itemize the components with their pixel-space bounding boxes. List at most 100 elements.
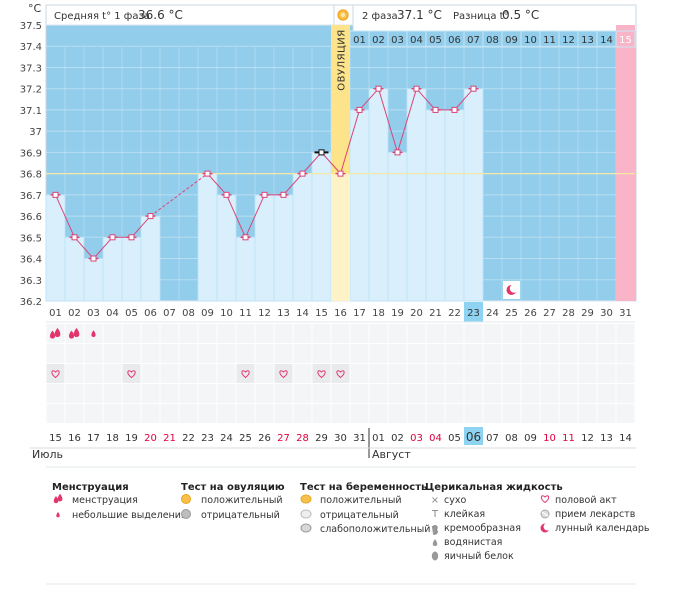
- phase-day-highlight: [616, 31, 635, 47]
- temperature-segment-missing: [150, 173, 208, 217]
- symbol-cell: [122, 404, 141, 423]
- temperature-point: [299, 170, 306, 177]
- symbol-cell: [464, 344, 483, 363]
- pregnancy-weak-icon: [300, 523, 312, 533]
- phase1-label: Средняя t° 1 фаза: [54, 11, 150, 22]
- month-label-july: Июль: [32, 448, 63, 461]
- y-axis: 36.2 36.3 36.4 36.5 36.6 36.7 36.8 36.9 37 37.1 37…: [20, 21, 42, 308]
- cycle-day-label: 24: [486, 308, 499, 319]
- symbol-cell: [445, 344, 464, 363]
- phase-day-label: 10: [524, 35, 537, 46]
- symbol-cell: [84, 404, 103, 423]
- cycle-day-label: 07: [163, 308, 176, 319]
- symbol-cell: [255, 384, 274, 403]
- symbol-cell-active: [331, 364, 350, 383]
- menstruation-icon: [73, 328, 80, 337]
- temperature-segment: [207, 173, 227, 196]
- symbol-cell: [331, 324, 350, 343]
- symbol-cell: [198, 404, 217, 423]
- symbol-cell: [559, 404, 578, 423]
- phase-day-label: 05: [429, 35, 442, 46]
- symbol-cell: [426, 364, 445, 383]
- phase-day-label: 13: [581, 35, 594, 46]
- temperature-segment: [245, 194, 265, 238]
- symbol-cell: [65, 364, 84, 383]
- legend-item-egg-white: яичный белок: [444, 551, 514, 562]
- date-label: 18: [106, 433, 119, 444]
- symbol-cell: [559, 384, 578, 403]
- symbol-cell: [464, 364, 483, 383]
- legend-item-lunar: лунный календарь: [555, 523, 650, 534]
- date-label: 21: [163, 433, 176, 444]
- temperature-bar: [235, 236, 256, 302]
- temperature-segment: [74, 236, 94, 259]
- symbol-cell: [578, 344, 597, 363]
- y-tick-label: 36.2: [20, 297, 42, 308]
- menstruation-icon: [57, 493, 63, 502]
- symbol-cell-active: [46, 364, 65, 383]
- date-label: 20: [144, 433, 157, 444]
- y-tick-label: 36.5: [20, 233, 42, 244]
- symbol-cell: [407, 344, 426, 363]
- symbol-cell: [407, 384, 426, 403]
- phase-day-label: 11: [543, 35, 556, 46]
- temperature-bars: [45, 88, 484, 302]
- phase-day-label: 03: [391, 35, 404, 46]
- symbol-cell: [274, 384, 293, 403]
- moon-icon-cut: [543, 523, 551, 531]
- temperature-point: [375, 85, 382, 92]
- temperature-bar: [463, 88, 484, 302]
- phase-day-label: 15: [619, 35, 632, 46]
- symbol-cell: [388, 344, 407, 363]
- symbol-cell: [464, 384, 483, 403]
- temperature-point: [432, 106, 439, 113]
- heart-icon: [336, 370, 345, 379]
- symbol-cell: [502, 404, 521, 423]
- menstruation-icon: [49, 330, 56, 339]
- phase-day-label: 06: [448, 35, 461, 46]
- sticky-icon: T: [431, 509, 439, 520]
- symbol-cell: [597, 364, 616, 383]
- cycle-day-label: 21: [429, 308, 442, 319]
- symbol-cell: [578, 324, 597, 343]
- heart-icon: [317, 370, 326, 379]
- temperature-segment: [93, 236, 113, 259]
- cycle-day-label: 30: [600, 308, 613, 319]
- temperature-segment: [378, 88, 398, 153]
- symbol-cell: [350, 344, 369, 363]
- symbol-cell: [312, 324, 331, 343]
- symbol-cell: [217, 364, 236, 383]
- legend-pregnancy-test-title: Тест на беременность: [300, 481, 427, 493]
- symbol-cell: [217, 344, 236, 363]
- symbol-cell: [502, 324, 521, 343]
- symbol-cell: [483, 384, 502, 403]
- symbol-cell: [426, 404, 445, 423]
- temperature-segment: [397, 88, 417, 153]
- creamy-icon: [431, 525, 438, 535]
- legend-item-dry: сухо: [444, 495, 466, 506]
- temperature-segment: [416, 88, 436, 111]
- legend-item-watery: водянистая: [444, 537, 502, 548]
- temperature-bar: [406, 88, 427, 302]
- symbol-cell: [540, 384, 559, 403]
- symbol-cell-active: [236, 364, 255, 383]
- cycle-day-label: 01: [49, 308, 62, 319]
- medication-icon-line: [541, 511, 549, 517]
- symbol-cell: [502, 384, 521, 403]
- legend-item-creamy: кремообразная: [444, 523, 521, 534]
- date-label: 11: [562, 433, 575, 444]
- heart-icon: [51, 370, 60, 379]
- symbol-cell: [483, 344, 502, 363]
- symbol-cell: [388, 324, 407, 343]
- symbol-cell: [65, 404, 84, 423]
- date-label: 23: [201, 433, 214, 444]
- temperature-point: [470, 85, 477, 92]
- legend-item-sticky: клейкая: [444, 509, 485, 520]
- symbol-cell: [350, 404, 369, 423]
- phase-day-label: 01: [353, 35, 366, 46]
- symbol-cell: [179, 404, 198, 423]
- last-day-column: [616, 25, 635, 301]
- date-label: 24: [220, 433, 233, 444]
- date-label: 07: [486, 433, 499, 444]
